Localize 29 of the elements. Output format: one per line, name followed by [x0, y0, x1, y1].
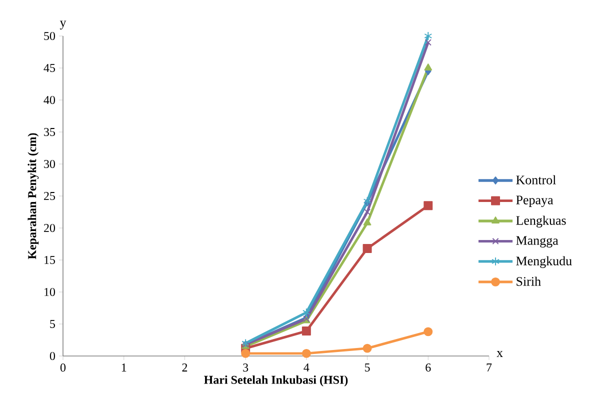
- y-tick-label: 25: [44, 192, 56, 200]
- legend-label: Kontrol: [516, 175, 556, 184]
- y-tick-label: 10: [44, 288, 56, 296]
- text: x: [496, 351, 503, 357]
- y-tick-label: 20: [44, 224, 56, 232]
- y-tick-label: 45: [44, 64, 56, 72]
- x-axis-title: Hari Setelah Inkubasi (HSI): [204, 375, 348, 386]
- y-tick-label: 35: [44, 128, 56, 136]
- y-tick-label: 0: [50, 352, 56, 360]
- legend-label: Sirih: [516, 276, 541, 286]
- legend-label: Pepaya: [516, 196, 554, 208]
- y-tick-label: 50: [44, 32, 56, 40]
- text: y: [60, 20, 66, 30]
- y-axis-title: Keparahan Penykit (cm): [28, 133, 39, 260]
- y-tick-label: 40: [44, 96, 56, 104]
- legend-label: Mengkudu: [516, 256, 572, 268]
- x-tick-label: 1: [122, 364, 126, 372]
- y-tick-label: 30: [44, 160, 56, 168]
- legend-label: Mangga: [516, 236, 558, 248]
- x-tick-label: 2: [182, 364, 188, 372]
- x-tick-label: 4: [304, 364, 310, 372]
- x-tick-label: 7: [486, 364, 492, 372]
- x-tick-label: 3: [243, 364, 248, 372]
- x-tick-label: 0: [60, 364, 66, 372]
- y-tick-label: 15: [44, 256, 56, 264]
- x-tick-label: 5: [364, 364, 370, 372]
- legend-label: Lengkuas: [516, 216, 566, 228]
- y-tick-label: 5: [50, 320, 56, 328]
- x-tick-label: 6: [426, 364, 431, 372]
